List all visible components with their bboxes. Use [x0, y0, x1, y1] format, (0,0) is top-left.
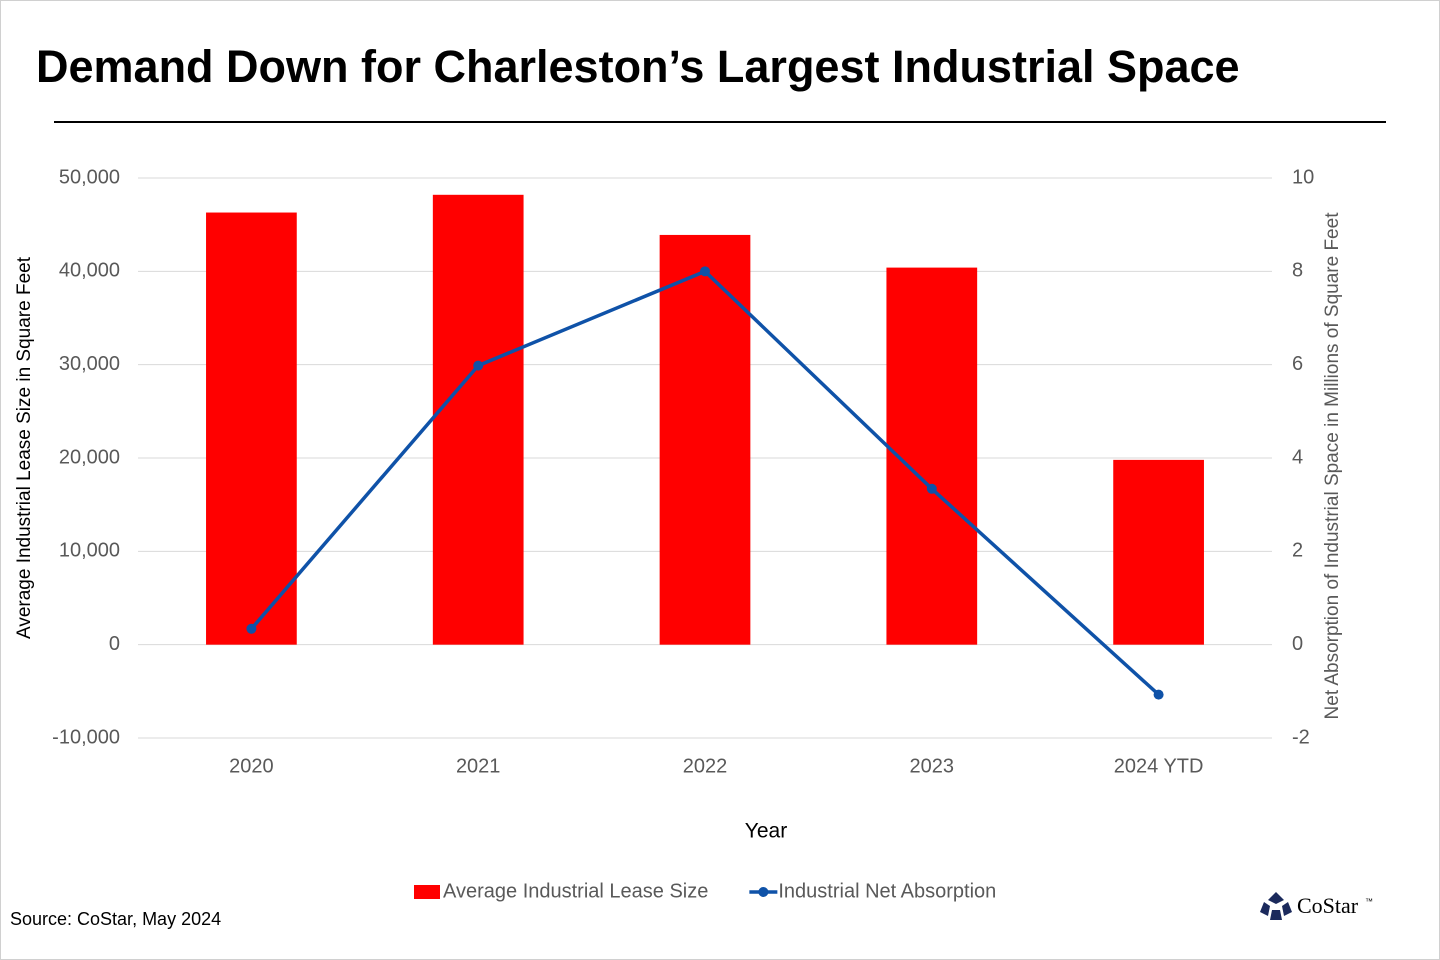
- bar: [432, 194, 524, 645]
- legend-swatch-marker: [758, 887, 769, 897]
- y2-tick-label: -2: [1292, 726, 1310, 748]
- y-tick-label: 0: [109, 633, 120, 655]
- line-marker: [1153, 689, 1164, 700]
- x-tick-label: 2020: [229, 755, 274, 777]
- y-tick-label: 10,000: [59, 540, 120, 562]
- line-marker: [926, 483, 937, 494]
- chart-title: Demand Down for Charleston’s Largest Ind…: [36, 41, 1240, 92]
- bar: [206, 212, 297, 645]
- logo-mark: ™: [1365, 897, 1373, 906]
- y-axis-title: Average Industrial Lease Size in Square …: [14, 256, 35, 639]
- line-marker: [246, 623, 257, 634]
- legend-label: Industrial Net Absorption: [778, 880, 996, 902]
- x-tick-label: 2021: [456, 755, 501, 777]
- y-tick-label: 50,000: [59, 166, 120, 188]
- y2-tick-label: 10: [1292, 166, 1314, 188]
- y2-tick-label: 2: [1292, 540, 1303, 562]
- y-tick-label: 40,000: [59, 260, 120, 282]
- line-marker: [473, 360, 484, 371]
- bar: [886, 267, 978, 645]
- y2-tick-label: 0: [1292, 633, 1303, 655]
- legend-label: Average Industrial Lease Size: [443, 880, 708, 902]
- y-tick-label: 30,000: [59, 353, 120, 375]
- bar: [659, 234, 751, 645]
- y2-tick-label: 6: [1292, 353, 1303, 375]
- y-tick-label: 20,000: [59, 446, 120, 468]
- logo-icon: [1260, 892, 1292, 920]
- source-note: Source: CoStar, May 2024: [10, 909, 221, 929]
- logo-text: CoStar: [1297, 893, 1359, 918]
- y-tick-label: -10,000: [52, 726, 120, 748]
- legend-swatch: [414, 885, 440, 899]
- y2-tick-label: 4: [1292, 446, 1303, 468]
- x-tick-label: 2022: [683, 755, 728, 777]
- x-tick-label: 2024 YTD: [1114, 755, 1204, 777]
- x-tick-label: 2023: [910, 755, 955, 777]
- y2-tick-label: 8: [1292, 260, 1303, 282]
- line-marker: [700, 266, 710, 277]
- y2-axis-title: Net Absorption of Industrial Space in Mi…: [1322, 212, 1343, 720]
- x-axis-title: Year: [745, 820, 787, 843]
- bar: [1113, 459, 1204, 645]
